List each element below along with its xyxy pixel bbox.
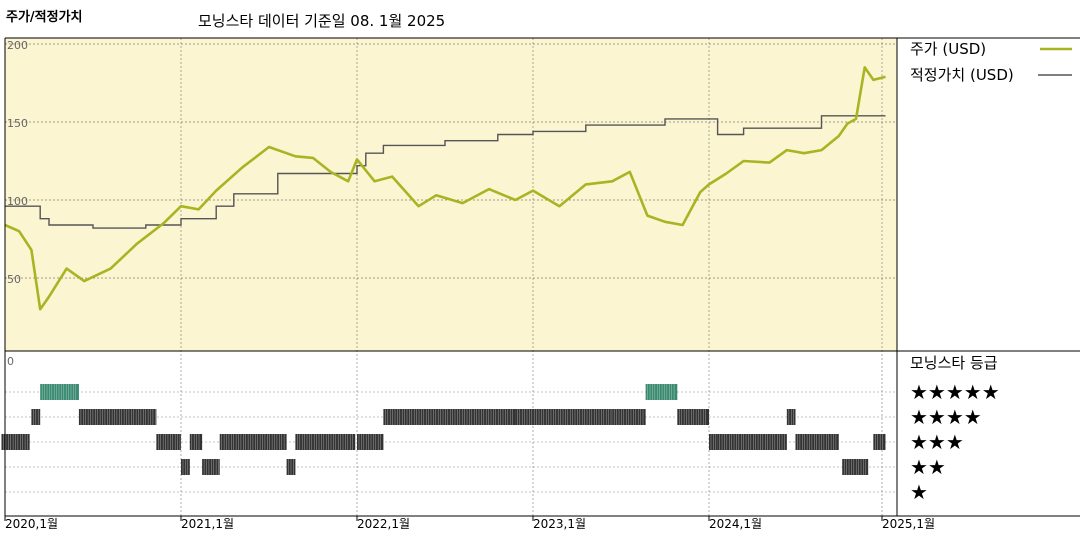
rating-period-bar-14	[612, 409, 646, 425]
xtick-label-0: 2020,1월	[5, 517, 58, 531]
rating-period-bar-20	[795, 434, 839, 450]
rating-period-8	[219, 434, 287, 450]
rating-period-1	[31, 409, 41, 425]
rating-5-stars: ★★★★★	[910, 380, 1000, 404]
data-date-subtitle: 모닝스타 데이터 기준일 08. 1월 2025	[198, 12, 446, 30]
rating-period-14	[612, 409, 646, 425]
fair-value-line	[5, 115, 886, 229]
rating-period-bar-2	[40, 384, 79, 400]
y-axis-ticks: 200 150 100 50	[7, 39, 28, 286]
rating-panel-title: 모닝스타 등급	[910, 354, 998, 372]
rating-period-bar-11	[357, 434, 384, 450]
rating-period-13	[515, 409, 613, 425]
rating-period-0	[1, 434, 30, 450]
rating-period-bar-3	[78, 409, 157, 425]
xtick-label-2: 2022,1월	[357, 517, 410, 531]
xtick-label-1: 2021,1월	[181, 517, 234, 531]
chart-title: 주가/적정가치	[6, 10, 83, 25]
rating-4-stars: ★★★★	[910, 405, 982, 429]
ytick-label-100: 100	[7, 195, 28, 208]
rating-period-bar-4	[156, 434, 181, 450]
rating-period-18	[717, 434, 787, 450]
rating-period-21	[842, 459, 869, 475]
rating-period-bar-15	[645, 384, 678, 400]
rating-period-22	[873, 434, 886, 450]
legend: 주가 (USD) 적정가치 (USD)	[910, 40, 1072, 84]
rating-1-star: ★	[910, 480, 928, 504]
rating-period-7	[202, 459, 220, 475]
rating-period-20	[795, 434, 839, 450]
rating-period-16	[677, 409, 709, 425]
rating-period-17	[709, 434, 718, 450]
rating-period-bar-10	[295, 434, 356, 450]
xtick-label-5: 2025,1월	[882, 517, 935, 531]
rating-period-6	[189, 434, 203, 450]
rating-period-bar-21	[842, 459, 869, 475]
ytick-label-50: 50	[7, 273, 21, 286]
rating-period-12	[383, 409, 516, 425]
top-panel-background	[5, 38, 897, 351]
legend-price-label: 주가 (USD)	[910, 40, 986, 58]
rating-period-2	[40, 384, 79, 400]
price-line	[4, 66, 886, 311]
rating-period-10	[295, 434, 356, 450]
ytick-label-200: 200	[7, 39, 28, 52]
rating-period-9	[286, 459, 296, 475]
x-axis-ticks: 2020,1월 2021,1월 2022,1월 2023,1월 2024,1월 2025,…	[4, 516, 935, 531]
rating-3-stars: ★★★	[910, 430, 964, 454]
rating-period-15	[645, 384, 678, 400]
rating-period-bar-13	[515, 409, 613, 425]
rating-period-bar-18	[717, 434, 787, 450]
ytick-label-150: 150	[7, 117, 28, 130]
rating-zero-tick: 0	[7, 355, 14, 368]
rating-period-bar-16	[677, 409, 709, 425]
rating-bars	[1, 384, 886, 475]
xtick-label-4: 2024,1월	[709, 517, 762, 531]
xtick-label-3: 2023,1월	[533, 517, 586, 531]
rating-period-11	[357, 434, 384, 450]
rating-2-stars: ★★	[910, 455, 946, 479]
rating-period-5	[181, 459, 190, 475]
legend-fair-value-label: 적정가치 (USD)	[910, 66, 1014, 84]
rating-period-19	[786, 409, 796, 425]
rating-period-3	[78, 409, 157, 425]
rating-period-4	[156, 434, 181, 450]
rating-period-bar-7	[202, 459, 220, 475]
